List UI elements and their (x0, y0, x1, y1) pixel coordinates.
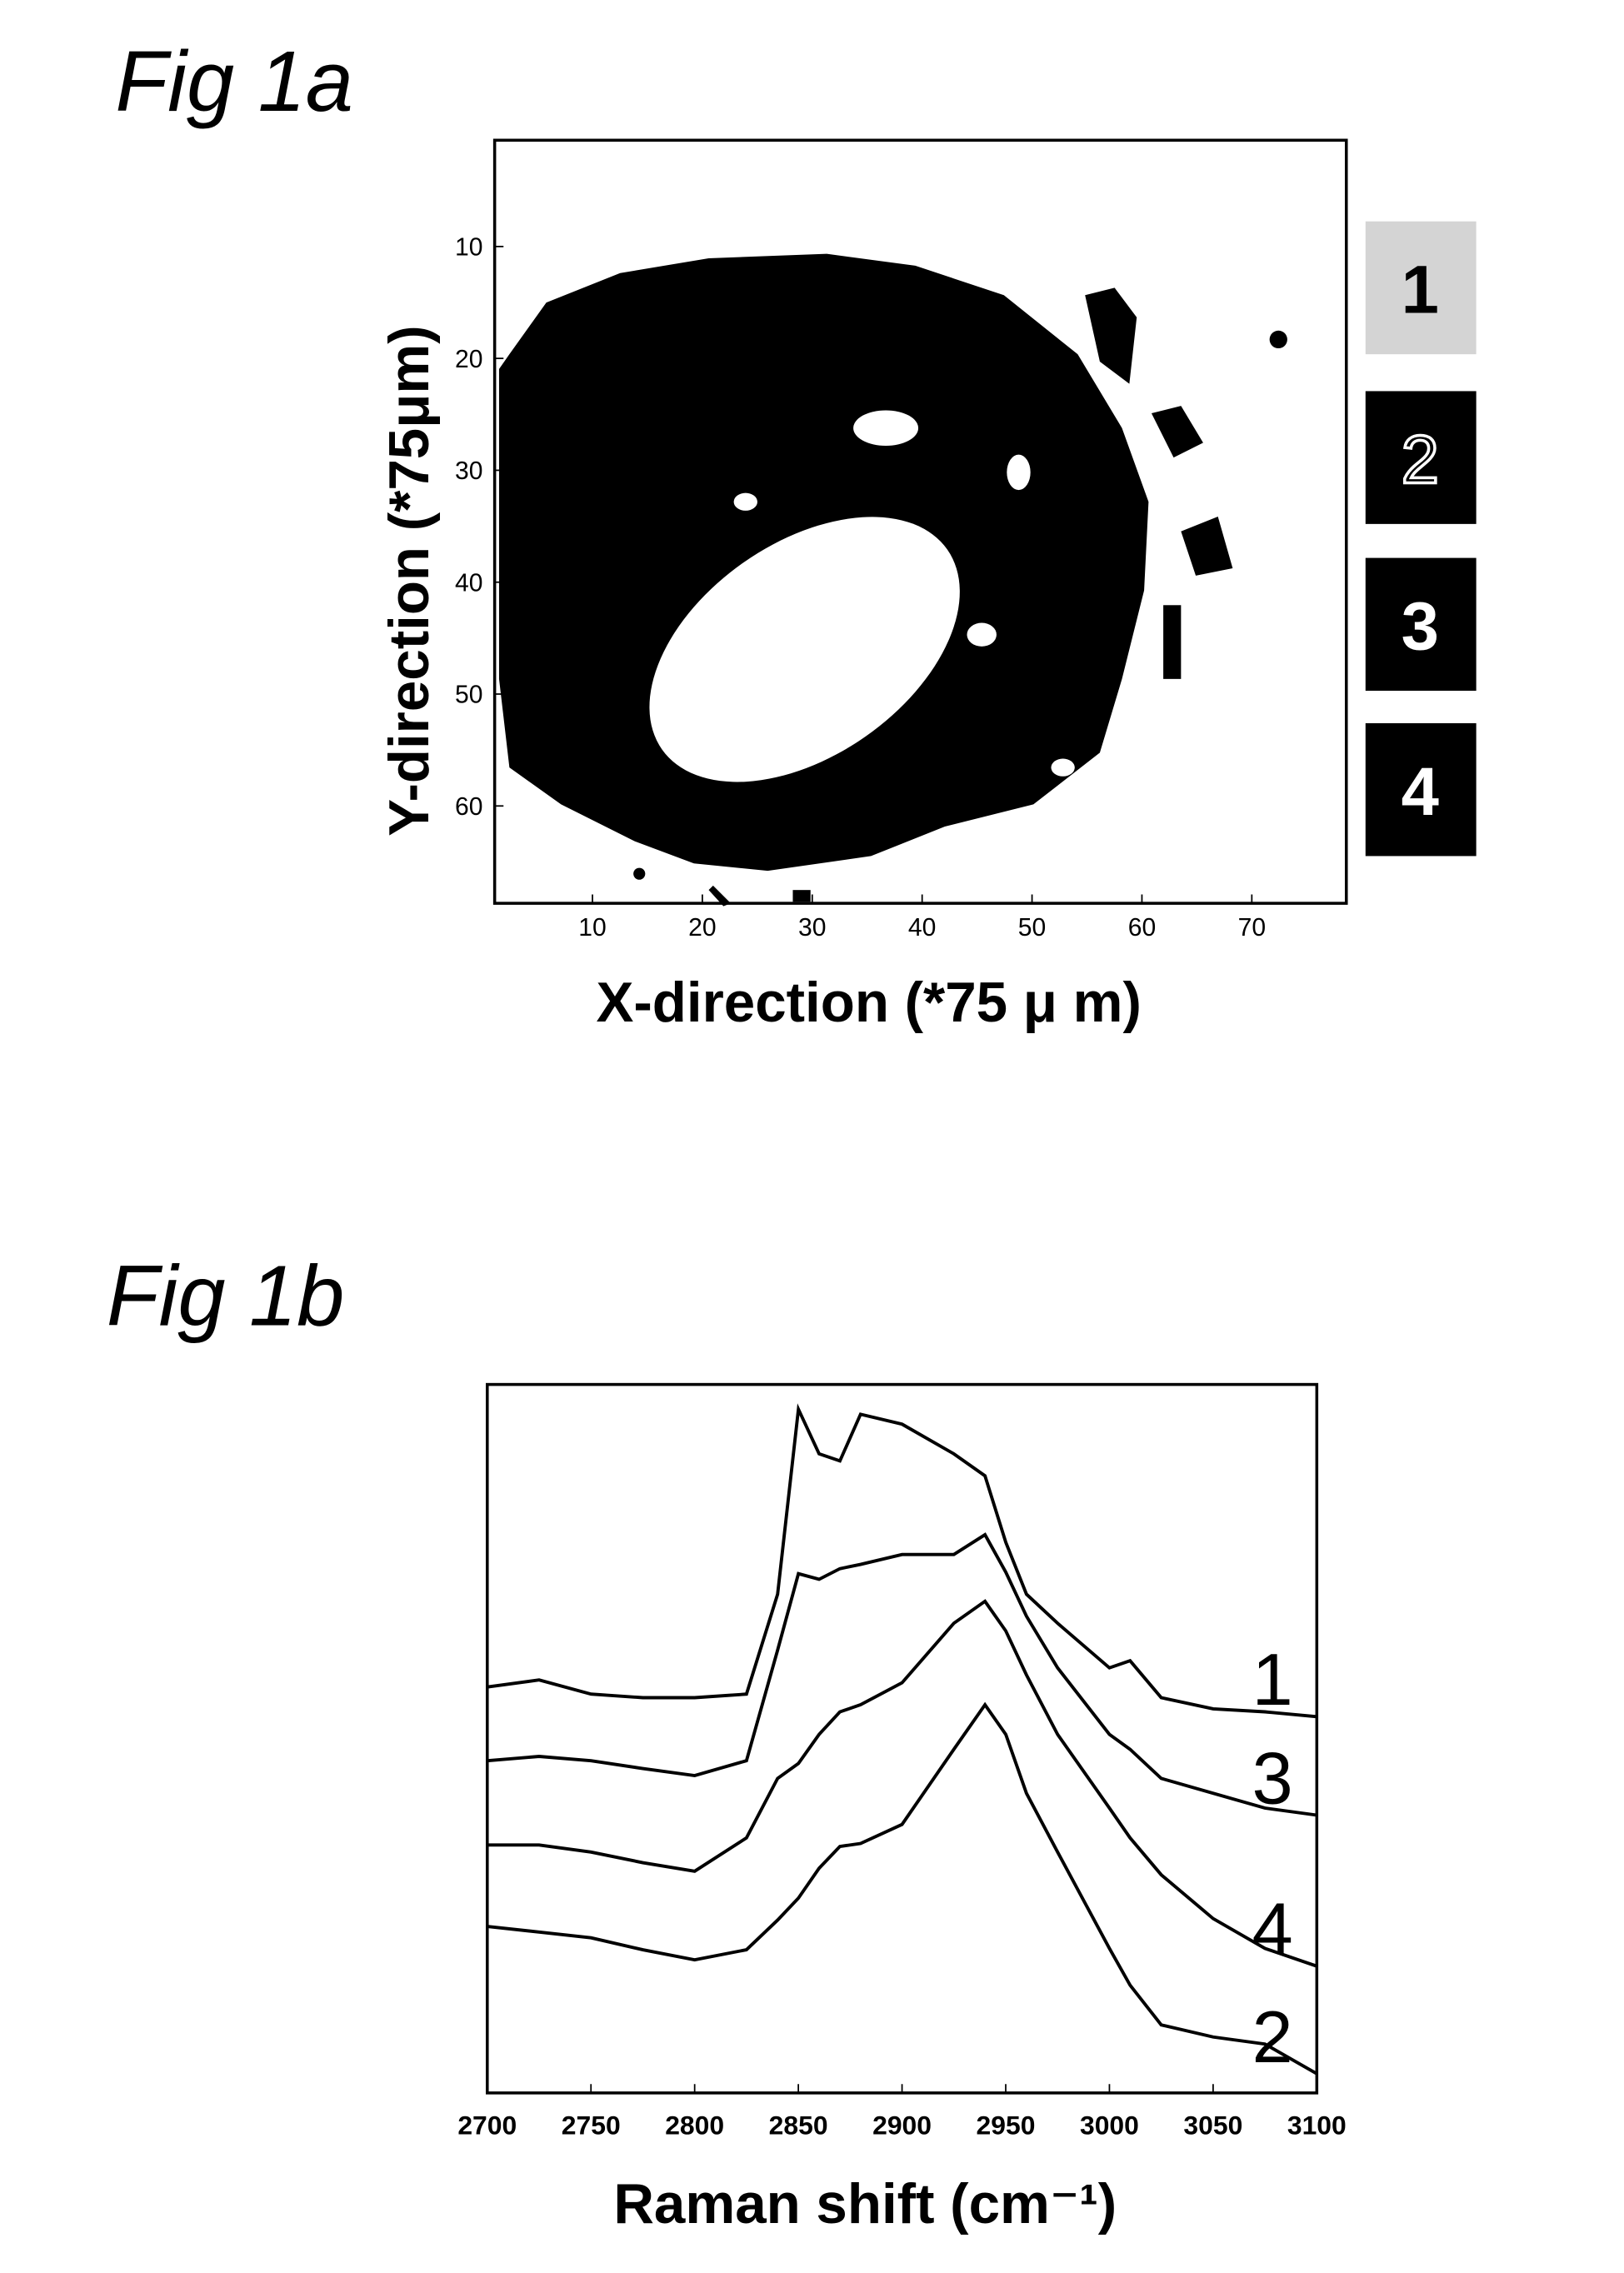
legend-label: 2 (1402, 422, 1439, 497)
y-tick-label: 20 (455, 346, 483, 373)
x-tick-label: 20 (688, 914, 717, 942)
x-tick-label: 60 (1128, 914, 1157, 942)
figure-title: Fig 1a (115, 33, 353, 129)
x-tick-label: 40 (908, 914, 937, 942)
x-axis-label: Raman shift (cm⁻¹) (613, 2173, 1117, 2236)
x-tick-label: 3100 (1287, 2110, 1347, 2140)
series-label: 2 (1252, 1996, 1293, 2078)
page: Fig 1a Fig 1b 10 20 30 40 50 60 70 10 20 30 40 50 60… (0, 0, 1624, 2273)
y-axis-label: Y-direction (*75μm) (378, 325, 441, 836)
x-axis-label: X-direction (*75 μ m) (596, 972, 1141, 1034)
x-tick-label: 3000 (1080, 2110, 1139, 2140)
x-tick-label: 2750 (562, 2110, 621, 2140)
y-tick-label: 60 (455, 793, 483, 821)
legend-label: 1 (1402, 252, 1439, 328)
x-tick-label: 70 (1238, 914, 1267, 942)
y-tick-label: 50 (455, 682, 483, 709)
series-label: 1 (1252, 1638, 1293, 1721)
x-tick-label: 3050 (1183, 2110, 1242, 2140)
x-tick-label: 2850 (769, 2110, 828, 2140)
x-tick-label: 30 (798, 914, 827, 942)
x-tick-label: 2950 (977, 2110, 1036, 2140)
x-tick-label: 2800 (665, 2110, 724, 2140)
series-label: 4 (1252, 1888, 1293, 1971)
figure-title: Fig 1b (107, 1248, 345, 1344)
figure: Fig 1a Fig 1b 10 20 30 40 50 60 70 10 20 30 40 50 60… (0, 0, 1624, 2273)
y-tick-label: 30 (455, 457, 483, 485)
y-tick-label: 40 (455, 569, 483, 597)
legend-label: 4 (1402, 754, 1439, 830)
x-tick-label: 50 (1018, 914, 1047, 942)
x-tick-label: 10 (578, 914, 607, 942)
y-tick-label: 10 (455, 233, 483, 261)
series-label: 3 (1252, 1736, 1293, 1819)
x-tick-label: 2900 (872, 2110, 932, 2140)
legend-label: 3 (1402, 588, 1439, 664)
x-tick-label: 2700 (457, 2110, 517, 2140)
